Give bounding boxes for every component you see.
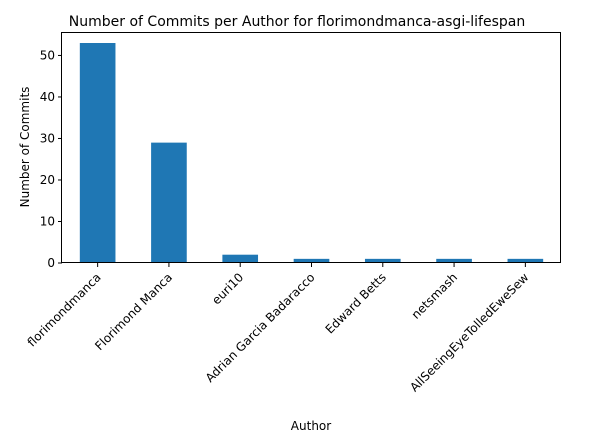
plot-frame <box>61 32 561 263</box>
x-tick-label: Edward Betts <box>323 270 389 336</box>
chart-title: Number of Commits per Author for florimo… <box>69 14 525 30</box>
x-tick-label: netsmash <box>409 270 461 322</box>
bar <box>364 258 401 263</box>
x-tick-label: euri10 <box>209 270 246 307</box>
bar <box>151 142 187 263</box>
y-tick-label: 10 <box>40 214 55 228</box>
y-tick-label: 40 <box>40 90 55 104</box>
y-tick-label: 50 <box>40 48 55 62</box>
bar <box>222 254 259 263</box>
y-axis-label: Number of Commits <box>18 87 32 208</box>
y-tick-label: 20 <box>40 173 55 187</box>
x-tick-label: Florimond Manca <box>92 270 175 353</box>
bar <box>507 258 544 263</box>
bars-group <box>79 43 544 263</box>
x-axis-label: Author <box>291 419 331 433</box>
bar <box>293 258 330 263</box>
y-tick-label: 30 <box>40 131 55 145</box>
y-axis: 0 10 20 30 40 50 <box>40 48 62 270</box>
y-tick-label: 0 <box>47 256 55 270</box>
bar <box>436 258 472 263</box>
x-tick-label: florimondmanca <box>25 270 104 349</box>
bar <box>79 43 116 263</box>
x-tick-label: AllSeeingEyeTolledEweSew <box>407 270 531 394</box>
